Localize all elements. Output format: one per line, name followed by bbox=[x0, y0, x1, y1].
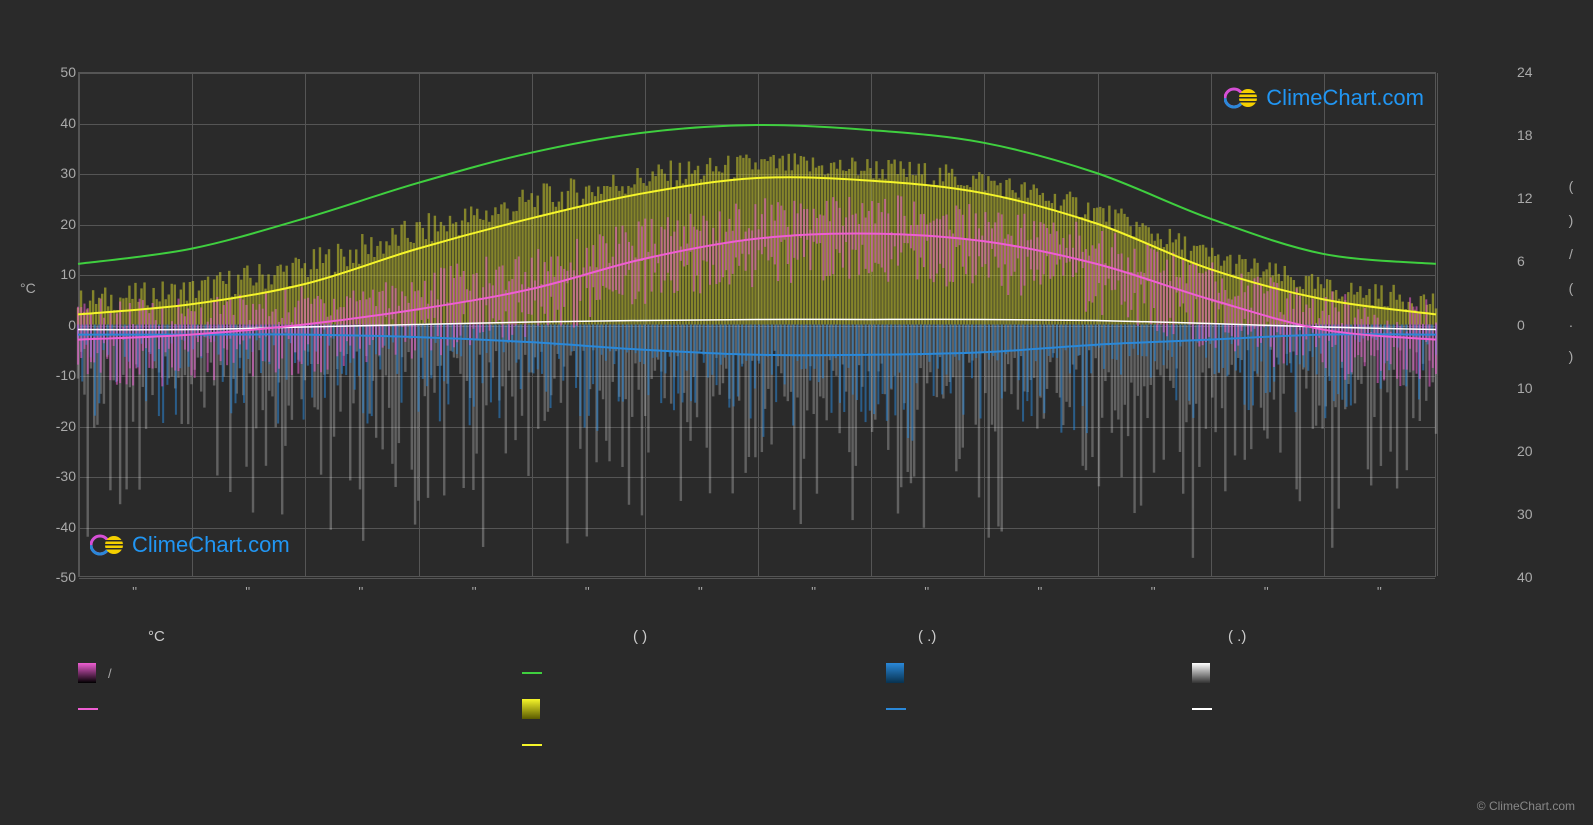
legend-header: °C ( ) ( .) ( .) bbox=[78, 628, 1436, 658]
legend-header-2: ( ) bbox=[633, 628, 647, 645]
logo-icon bbox=[90, 531, 126, 559]
watermark-top: ClimeChart.com bbox=[1224, 84, 1424, 112]
legend-header-4: ( .) bbox=[1228, 628, 1246, 645]
watermark-text: ClimeChart.com bbox=[1266, 85, 1424, 111]
y-axis-left-label: °C bbox=[20, 280, 36, 296]
legend-header-1: °C bbox=[148, 628, 165, 645]
legend: / bbox=[78, 662, 1436, 782]
watermark-bottom: ClimeChart.com bbox=[90, 531, 290, 559]
watermark-text: ClimeChart.com bbox=[132, 532, 290, 558]
logo-icon bbox=[1224, 84, 1260, 112]
chart-plot-area: ClimeChart.com ClimeChart.com bbox=[78, 72, 1436, 577]
y-axis-right-label: ()/(.) bbox=[1561, 160, 1581, 510]
legend-header-3: ( .) bbox=[918, 628, 936, 645]
copyright: © ClimeChart.com bbox=[1477, 799, 1575, 813]
y-axis-right: 2418126010203040 bbox=[1517, 72, 1553, 577]
x-axis: '''''''''''''''''''''''' bbox=[78, 584, 1436, 608]
y-axis-left: 50403020100-10-20-30-40-50 bbox=[40, 72, 76, 577]
